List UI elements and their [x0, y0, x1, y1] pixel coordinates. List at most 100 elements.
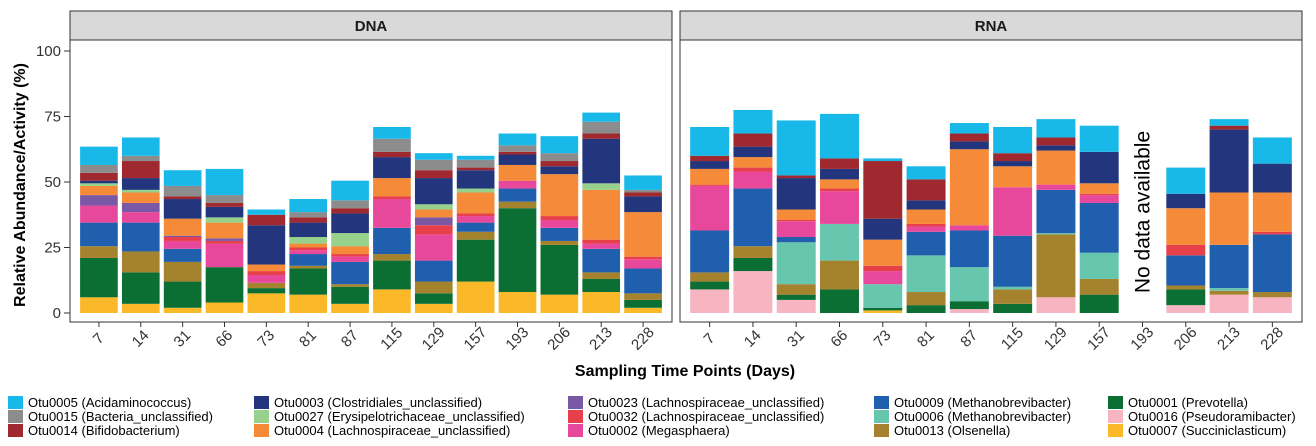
bar-segment	[540, 240, 579, 245]
bar-segment	[906, 179, 946, 201]
x-tick-label: 31	[171, 327, 195, 351]
bar-segment	[373, 157, 411, 179]
bar-segment	[121, 212, 160, 223]
legend-swatch	[1108, 410, 1123, 423]
bar-segment	[163, 196, 202, 200]
bar-segment	[373, 151, 411, 158]
bar-segment	[289, 250, 328, 255]
bar-segment	[1036, 234, 1076, 298]
x-tick-label: 81	[296, 327, 320, 351]
bar-segment	[1036, 297, 1076, 313]
bar-segment	[1166, 208, 1206, 245]
bar-segment	[456, 216, 495, 223]
bar-segment	[1079, 195, 1119, 203]
bar-segment	[80, 195, 118, 206]
bar-segment	[331, 233, 369, 247]
legend-label: Otu0014 (Bifidobacterium)	[28, 423, 180, 438]
bar-segment	[1166, 167, 1206, 194]
bar-segment	[540, 161, 579, 167]
bar-segment	[1166, 193, 1206, 209]
bar-segment	[121, 192, 160, 203]
bar-segment	[582, 133, 621, 139]
bar-segment	[690, 185, 730, 231]
bar-segment	[624, 259, 662, 269]
bar-segment	[414, 170, 453, 179]
bar-segment	[331, 254, 369, 257]
bar-segment	[1036, 184, 1076, 190]
bar-segment	[163, 170, 202, 186]
bar-segment	[80, 146, 118, 165]
bar-segment	[498, 151, 537, 155]
bar-segment	[624, 175, 662, 190]
bar-segment	[1079, 278, 1119, 295]
bar-segment	[624, 256, 662, 260]
bar-segment	[163, 248, 202, 262]
legend-swatch	[568, 424, 583, 437]
bar-segment	[247, 275, 286, 283]
bar-segment	[733, 188, 773, 247]
bar-segment	[863, 265, 903, 272]
bar-segment	[776, 299, 816, 313]
bar-segment	[993, 303, 1033, 313]
bar-segment	[1209, 192, 1249, 245]
bar-segment	[690, 281, 730, 290]
bar-segment	[289, 222, 328, 238]
x-tick-label: 73	[254, 327, 278, 351]
legend-label: Otu0002 (Megasphaera)	[588, 423, 730, 438]
legend-label: Otu0009 (Methanobrevibacter)	[894, 395, 1071, 410]
bar-segment	[205, 238, 244, 241]
bar-segment	[373, 260, 411, 290]
bar-segment	[1166, 289, 1206, 306]
bar-segment	[331, 286, 369, 304]
bar-segment	[456, 159, 495, 168]
legend-swatch	[1108, 424, 1123, 437]
bar-segment	[1036, 145, 1076, 151]
bar-segment	[121, 251, 160, 273]
legend-label: Otu0032 (Lachnospiraceae_unclassified)	[588, 409, 824, 424]
bar-segment	[1079, 193, 1119, 196]
legend-swatch	[8, 410, 23, 423]
legend-label: Otu0004 (Lachnospiraceae_unclassified)	[274, 423, 510, 438]
bar-segment	[289, 265, 328, 269]
bar-segment	[80, 222, 118, 247]
bar-segment	[80, 205, 118, 223]
x-tick-label: 193	[1127, 324, 1157, 354]
bar-segment	[456, 231, 495, 240]
bar-segment	[456, 192, 495, 214]
x-tick-label: 129	[419, 324, 449, 354]
bar-segment	[163, 240, 202, 249]
bar-segment	[993, 289, 1033, 304]
bar-segment	[1209, 129, 1249, 193]
bar-segment	[540, 174, 579, 217]
bar-segment	[205, 222, 244, 239]
x-tick-label: 87	[957, 327, 981, 351]
x-tick-label: 66	[212, 327, 236, 351]
legend-label: Otu0015 (Bacteria_unclassified)	[28, 409, 213, 424]
legend-swatch	[874, 396, 889, 409]
y-tick-label: 100	[36, 43, 61, 60]
bar-segment	[540, 216, 579, 220]
bar-segment	[121, 161, 160, 179]
bar-segment	[1252, 297, 1292, 313]
bar-segment	[373, 178, 411, 197]
bar-segment	[331, 261, 369, 285]
bar-segment	[289, 247, 328, 251]
bar-segment	[582, 112, 621, 122]
bar-segment	[247, 264, 286, 272]
bar-segment	[205, 217, 244, 223]
bar-segment	[949, 225, 989, 231]
bar-segment	[1036, 189, 1076, 234]
bar-segment	[331, 246, 369, 255]
legend-swatch	[254, 396, 269, 409]
bar-segment	[906, 231, 946, 256]
bar-segment	[582, 138, 621, 184]
bar-segment	[906, 305, 946, 313]
bar-segment	[776, 221, 816, 238]
bar-segment	[331, 208, 369, 214]
bar-segment	[121, 303, 160, 313]
bar-segment	[906, 209, 946, 224]
bar-segment	[80, 257, 118, 298]
bar-segment	[776, 242, 816, 285]
facet-title: RNA	[975, 18, 1008, 35]
bar-segment	[1252, 231, 1292, 235]
